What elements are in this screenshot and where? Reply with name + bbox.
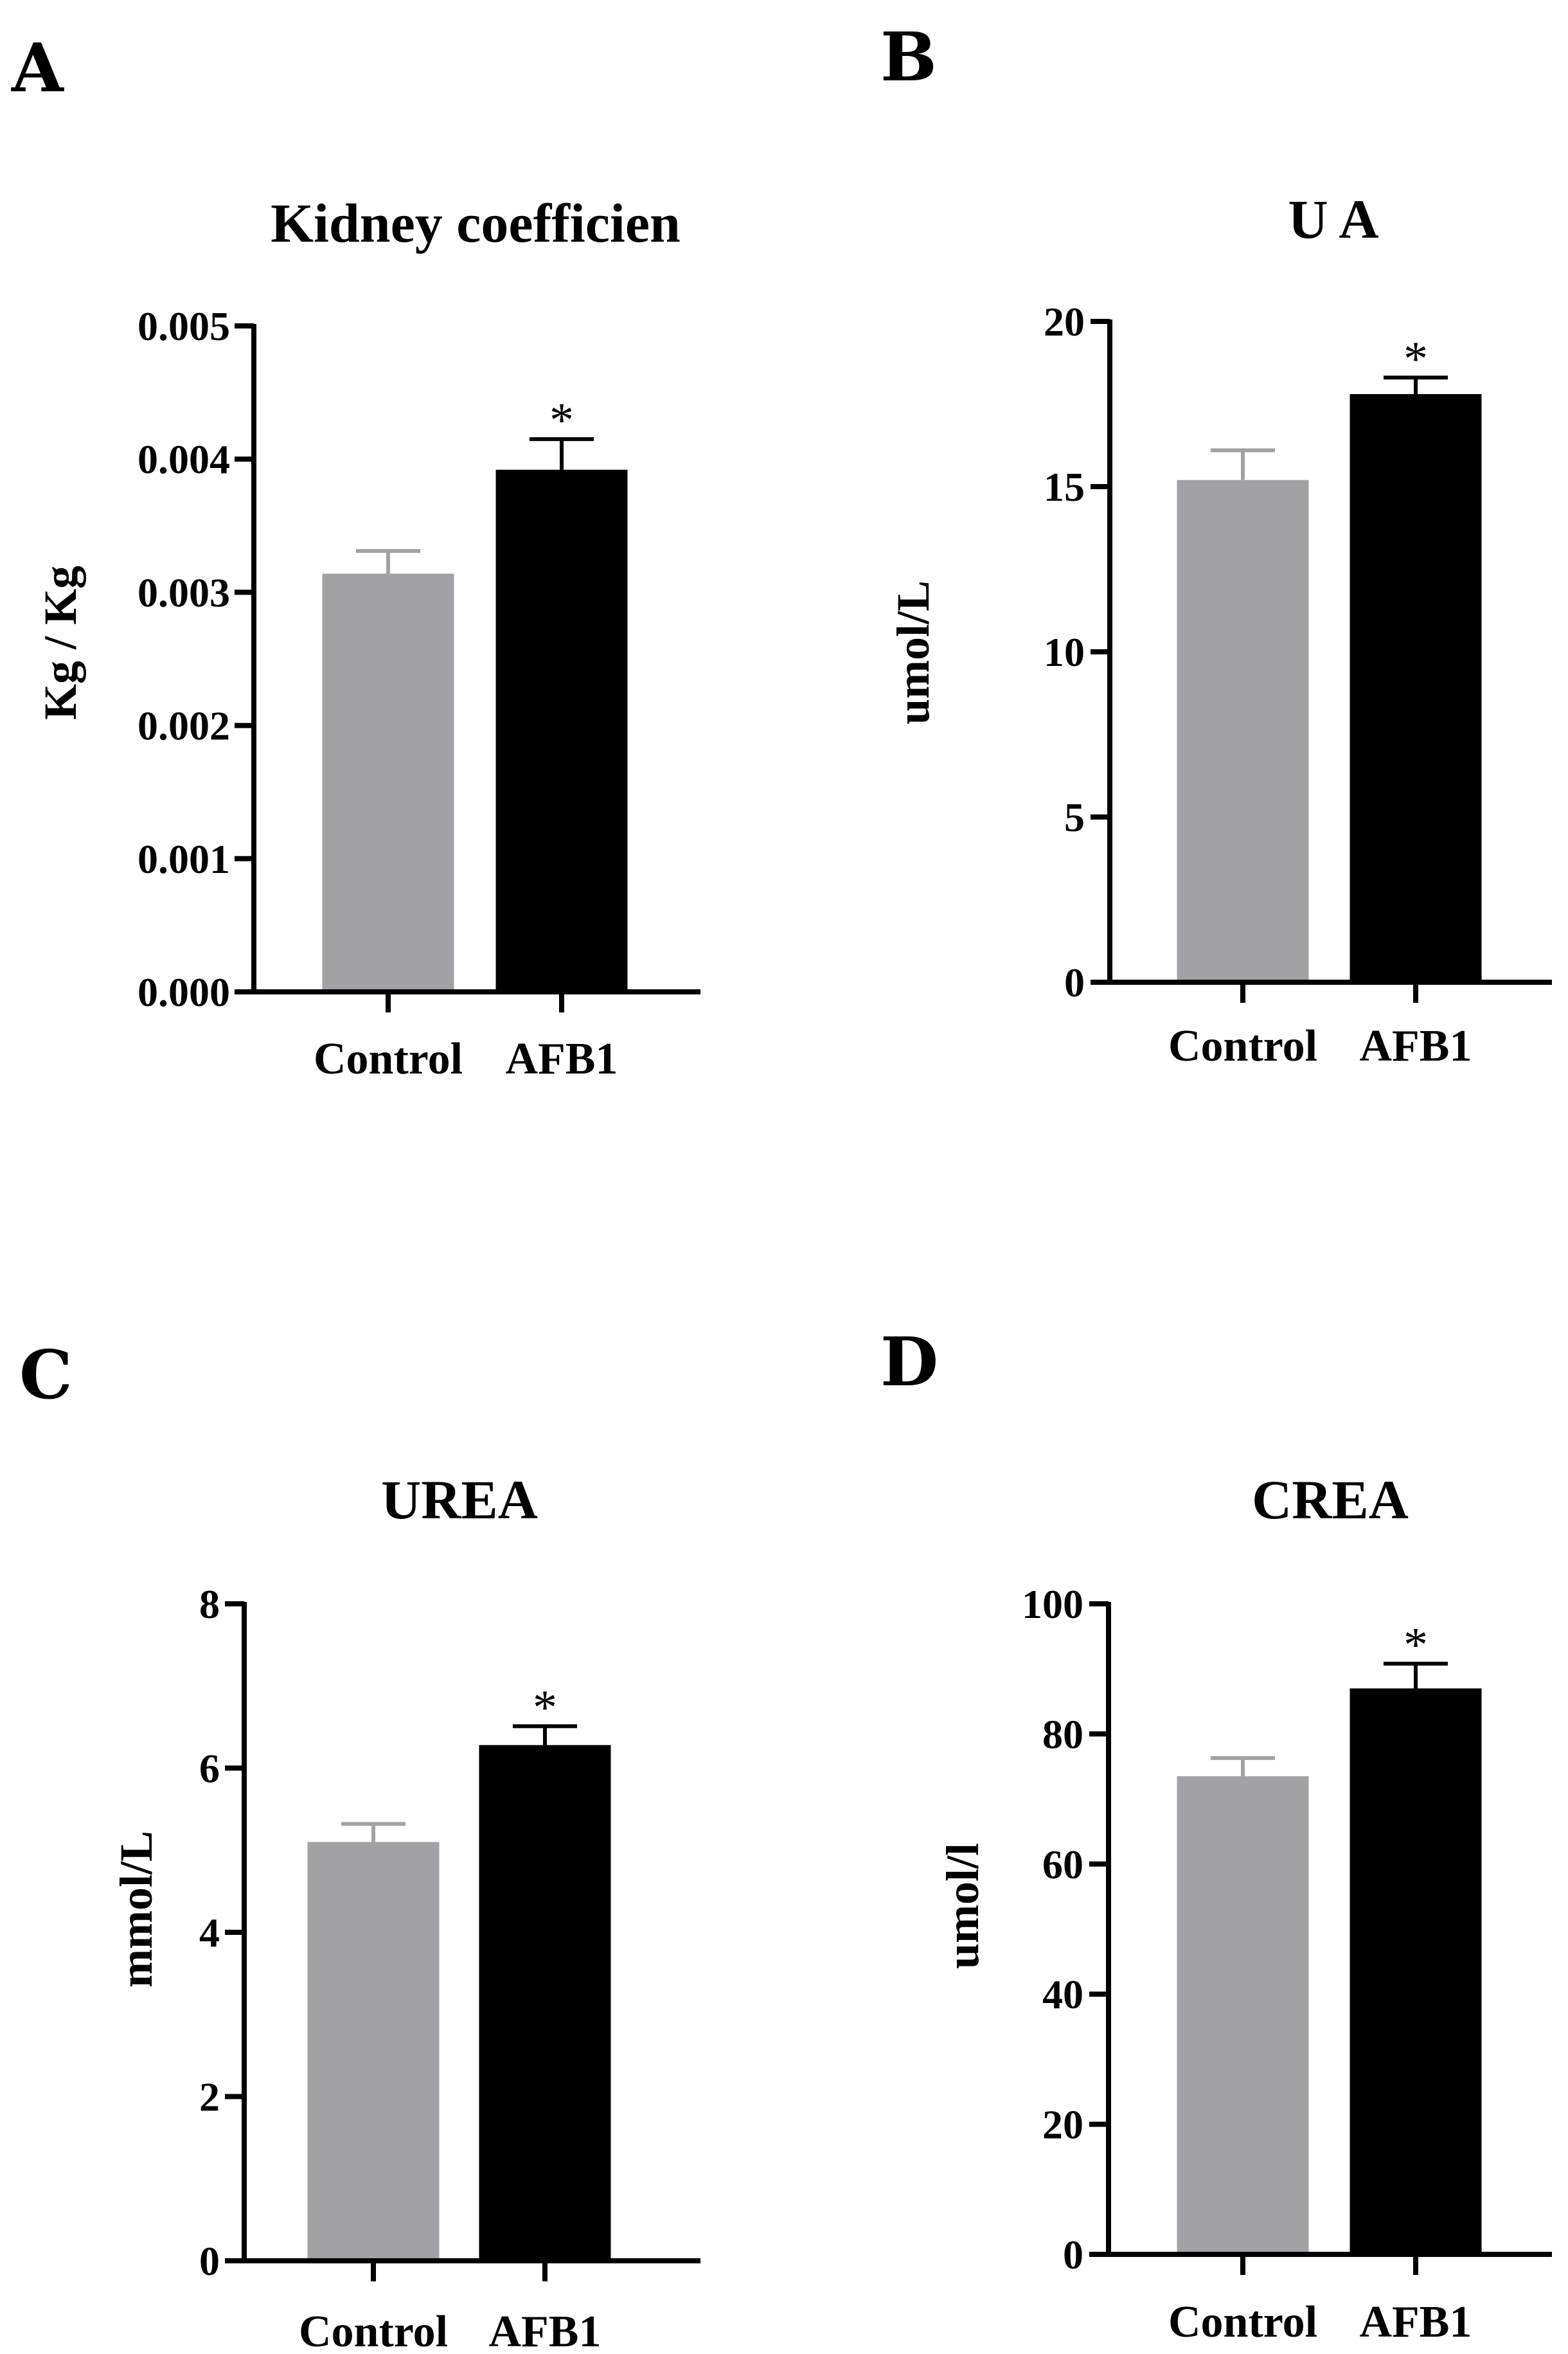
bar-afb1-d [1350,1688,1482,2254]
chart-title-c: UREA [381,1469,538,1531]
y-tick-label-b: 5 [1064,795,1085,840]
y-tick-label-d: 60 [1042,1842,1083,1887]
y-tick-label-d: 0 [1063,2232,1083,2278]
chart-title-a: Kidney coefficien [271,192,681,254]
y-tick-label-c: 4 [199,1910,220,1955]
y-tick-label-a: 0.002 [138,703,230,749]
significance-mark-a: * [549,393,574,447]
y-axis-title-b: umol/L [887,580,939,724]
y-tick-label-a: 0.004 [138,436,230,482]
chart-title-d: CREA [1252,1469,1409,1531]
x-tick-label-afb1-c: AFB1 [489,2307,601,2354]
y-tick-label-b: 10 [1044,629,1085,675]
bar-control-a [322,573,454,992]
significance-mark-b: * [1403,332,1428,386]
panel-letter-c: C [19,1335,73,1414]
y-tick-label-b: 20 [1044,299,1085,345]
y-tick-label-d: 100 [1022,1581,1083,1627]
panel-letter-d: D [880,1322,938,1401]
y-tick-label-a: 0.003 [138,570,230,615]
x-tick-label-afb1-b: AFB1 [1360,1021,1472,1071]
y-tick-label-a: 0.005 [138,303,230,349]
y-tick-label-c: 0 [199,2238,220,2284]
panel-letter-a: A [11,28,64,107]
y-tick-label-d: 80 [1042,1711,1083,1757]
panel-letter-b: B [880,17,937,96]
panel-c: C UREA mmol/L * 0 2 4 6 8 Control AFB1 [19,1335,700,2354]
y-tick-label-c: 6 [199,1746,220,1792]
y-axis-title-c: mmol/L [111,1831,162,1988]
bar-afb1-c [479,1745,611,2261]
x-tick-label-control-d: Control [1168,2297,1317,2347]
panel-b: B U A umol/L * 0 5 10 15 20 Control AFB1 [880,17,1552,1071]
panel-a: A Kidney coefficien Kg / Kg * 0.000 0.001 0… [11,28,700,1084]
significance-mark-d: * [1403,1618,1428,1672]
chart-title-b: U A [1288,188,1379,250]
y-axis-title-a: Kg / Kg [35,566,86,720]
significance-mark-c: * [533,1680,557,1734]
bar-afb1-a [495,469,628,992]
bar-afb1-b [1350,394,1482,982]
y-tick-label-b: 0 [1064,960,1085,1005]
x-tick-label-control-a: Control [314,1034,463,1084]
y-tick-label-c: 2 [199,2074,220,2120]
y-tick-label-b: 15 [1044,464,1085,510]
x-tick-label-control-c: Control [299,2307,448,2354]
y-axis-title-d: umol/l [937,1843,988,1969]
panel-d: D CREA umol/l * 0 20 40 60 80 100 Control AFB1 [880,1322,1552,2347]
y-tick-label-d: 40 [1042,1972,1083,2017]
bar-control-d [1177,1776,1309,2254]
y-tick-label-a: 0.001 [138,836,230,882]
x-tick-label-afb1-d: AFB1 [1360,2297,1472,2347]
x-tick-label-control-b: Control [1168,1021,1317,1071]
y-tick-label-d: 20 [1042,2102,1083,2148]
x-tick-label-afb1-a: AFB1 [506,1034,618,1084]
bar-control-c [307,1842,440,2261]
bar-control-b [1177,480,1309,982]
y-tick-label-c: 8 [199,1581,220,1627]
y-tick-label-a: 0.000 [138,969,230,1015]
